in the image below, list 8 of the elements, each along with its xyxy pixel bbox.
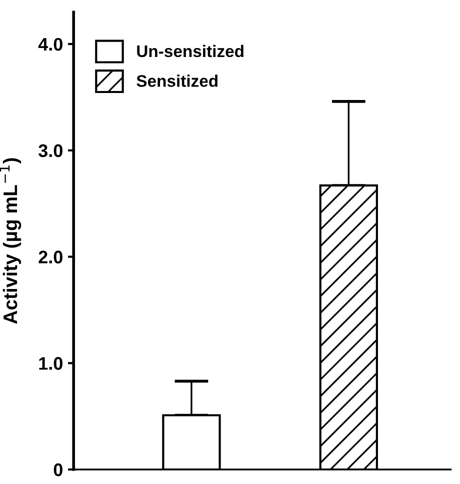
y-tick-label: 3.0 — [38, 144, 62, 158]
y-tick-label: 2.0 — [38, 250, 62, 264]
legend-label: Un-sensitized — [137, 44, 244, 58]
y-tick-label: 4.0 — [38, 38, 62, 51]
y-tick-label: 1.0 — [39, 357, 62, 370]
y-tick-label: 0 — [54, 463, 62, 476]
legend-label: Sensitized — [136, 74, 218, 87]
y-axis-title: Activity (µg mL$^{−1}$) — [0, 158, 22, 324]
